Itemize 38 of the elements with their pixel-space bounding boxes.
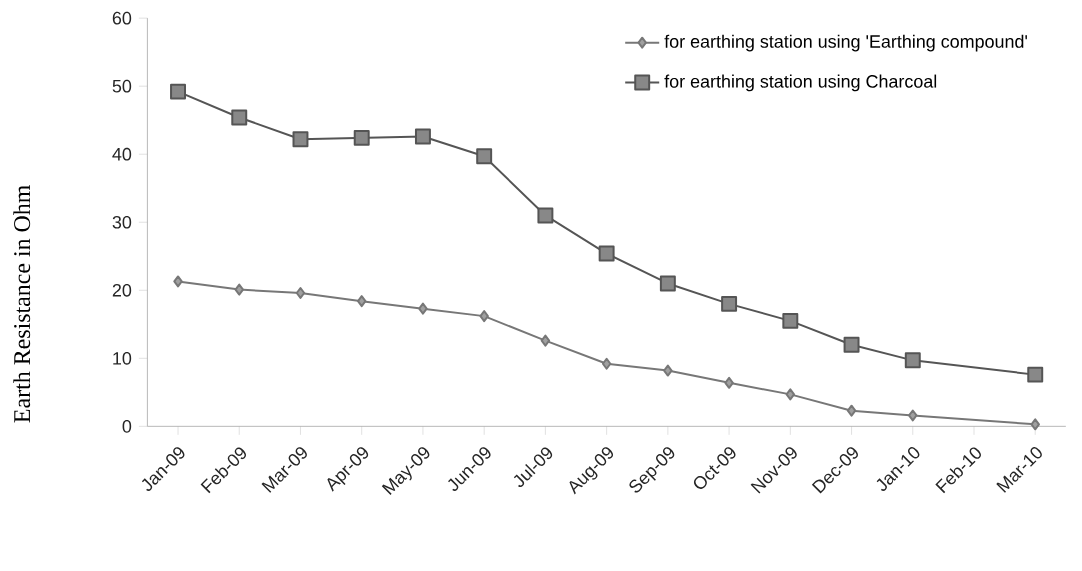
point bbox=[598, 245, 615, 262]
point bbox=[601, 357, 612, 370]
point bbox=[414, 128, 431, 145]
point bbox=[479, 310, 489, 323]
point bbox=[356, 295, 367, 308]
point bbox=[843, 336, 860, 353]
point bbox=[476, 148, 493, 165]
point bbox=[537, 207, 554, 224]
point bbox=[295, 287, 306, 300]
point bbox=[1030, 418, 1040, 431]
point bbox=[724, 376, 734, 389]
point bbox=[785, 388, 796, 401]
point bbox=[540, 334, 551, 347]
point bbox=[908, 409, 918, 422]
point bbox=[170, 83, 186, 100]
point bbox=[173, 275, 183, 288]
y-tick-label: 0 bbox=[122, 420, 132, 433]
point bbox=[663, 364, 673, 377]
point bbox=[353, 129, 370, 146]
point bbox=[292, 131, 309, 148]
point bbox=[782, 312, 799, 329]
point bbox=[1027, 366, 1044, 383]
point bbox=[659, 275, 676, 292]
point bbox=[904, 352, 921, 369]
y-tick-label: 20 bbox=[112, 283, 132, 297]
legend-label: for earthing station using Charcoal bbox=[664, 74, 937, 92]
y-tick-label: 10 bbox=[113, 351, 132, 365]
y-axis-title: Earth Resistance in Ohm bbox=[13, 185, 31, 423]
y-tick-label: 60 bbox=[112, 11, 132, 25]
y-tick-label: 40 bbox=[112, 147, 132, 161]
y-tick-label: 30 bbox=[112, 215, 132, 229]
point bbox=[721, 295, 738, 312]
point bbox=[231, 109, 248, 126]
point bbox=[846, 404, 857, 417]
legend-label: for earthing station using 'Earthing compound' bbox=[664, 34, 1027, 52]
y-tick-label: 50 bbox=[112, 79, 132, 93]
point bbox=[234, 283, 244, 296]
point bbox=[418, 302, 428, 315]
